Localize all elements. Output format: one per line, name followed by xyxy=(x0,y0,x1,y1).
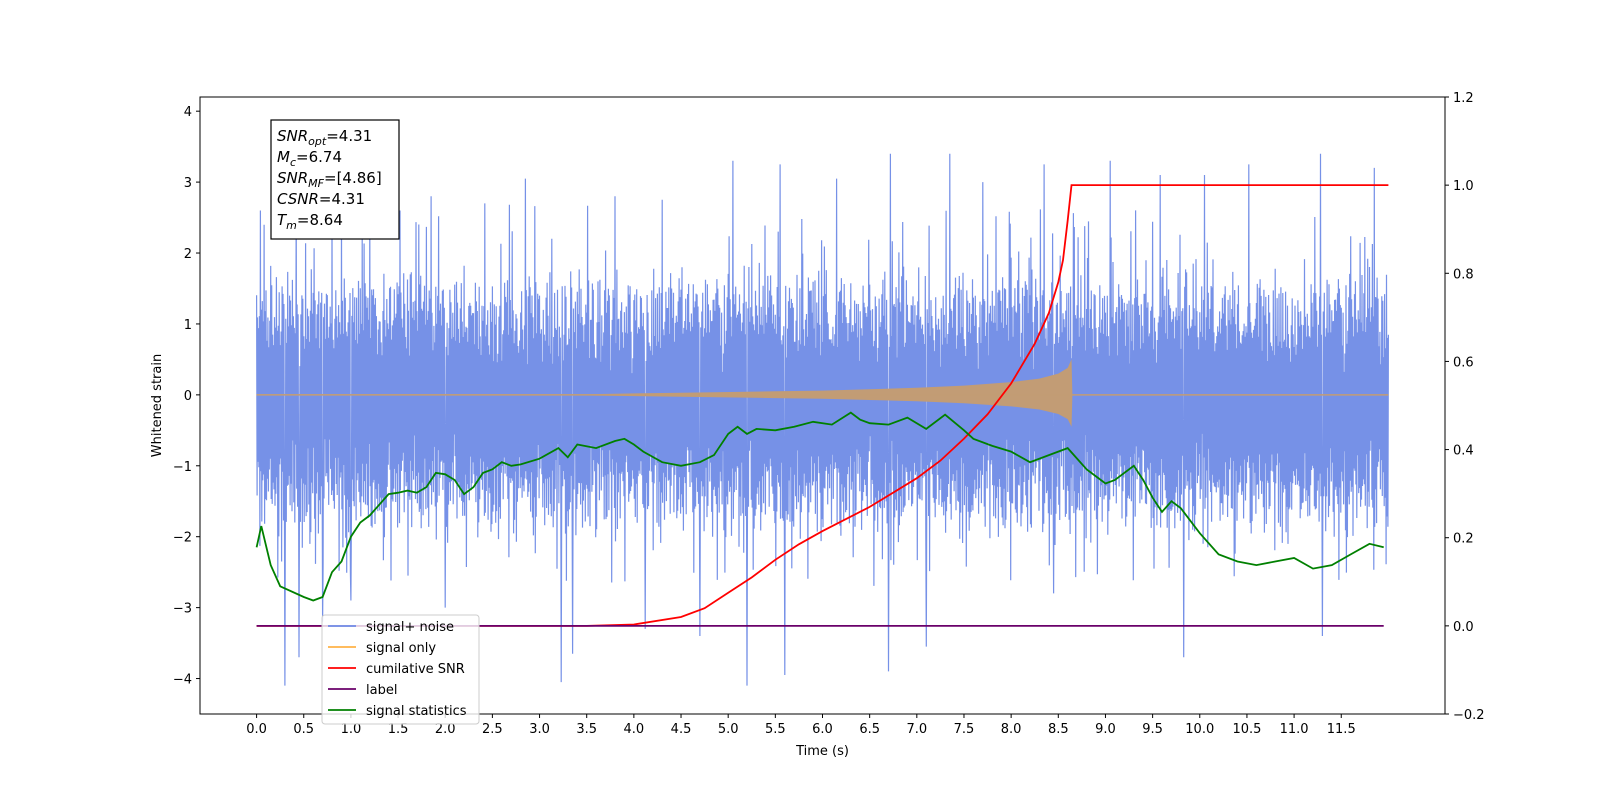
x-tick-label: 11.0 xyxy=(1280,722,1309,737)
y2-tick-label: 1.0 xyxy=(1453,179,1474,194)
annotation-subscript: opt xyxy=(308,135,327,148)
legend-label: signal only xyxy=(366,641,436,656)
x-tick-label: 8.0 xyxy=(1001,722,1022,737)
annotation-subscript: MF xyxy=(308,177,324,190)
annotation-value: =4.31 xyxy=(319,190,365,208)
x-tick-label: 6.0 xyxy=(812,722,833,737)
x-tick-label: 9.0 xyxy=(1095,722,1116,737)
annotation-line: Tm=8.64 xyxy=(277,211,343,232)
x-tick-label: 1.5 xyxy=(388,722,409,737)
y-axis-right: 1.2 1.0 0.8 0.6 0.4 0.2 0.0 −0.2 xyxy=(1445,91,1485,723)
annotation-symbol: SNR xyxy=(277,127,308,145)
series-signal-statistics xyxy=(255,411,1384,602)
x-tick-label: 2.0 xyxy=(435,722,456,737)
x-tick-label: 2.5 xyxy=(482,722,503,737)
x-tick-label: 3.5 xyxy=(576,722,597,737)
y-tick-label: −3 xyxy=(173,602,192,617)
x-tick-label: 7.0 xyxy=(906,722,927,737)
y2-tick-label: 0.2 xyxy=(1453,532,1474,547)
x-tick-label: 1.0 xyxy=(341,722,362,737)
annotation-value: =[4.86] xyxy=(324,169,382,187)
annotation-symbol: T xyxy=(277,211,288,229)
legend-label: label xyxy=(366,683,397,698)
x-tick-label: 7.5 xyxy=(954,722,975,737)
x-tick-label: 6.5 xyxy=(859,722,880,737)
annotation-line: SNRopt=4.31 xyxy=(277,127,372,148)
y2-tick-label: 0.8 xyxy=(1453,267,1474,282)
series-signal-noise xyxy=(256,153,1389,686)
y-tick-label: −1 xyxy=(173,460,192,475)
x-tick-label: 8.5 xyxy=(1048,722,1069,737)
annotation-subscript: m xyxy=(286,219,297,232)
legend-label: signal statistics xyxy=(366,704,467,719)
legend: signal+ noise signal only cumilative SNR la… xyxy=(321,614,480,725)
x-tick-label: 4.5 xyxy=(671,722,692,737)
annotation-value: =4.31 xyxy=(326,127,372,145)
x-tick-label: 10.5 xyxy=(1232,722,1261,737)
y2-tick-label: 0.4 xyxy=(1453,444,1474,459)
x-tick-label: 5.0 xyxy=(718,722,739,737)
legend-label: signal+ noise xyxy=(366,620,454,635)
annotation-line: CSNR=4.31 xyxy=(277,190,365,208)
x-tick-label: 10.0 xyxy=(1185,722,1214,737)
x-tick-label: 11.5 xyxy=(1327,722,1356,737)
x-tick-label: 4.0 xyxy=(624,722,645,737)
x-tick-label: 0.5 xyxy=(293,722,314,737)
y2-tick-label: 1.2 xyxy=(1453,91,1474,106)
series-cumilative-snr xyxy=(256,184,1389,627)
y2-tick-label: 0.6 xyxy=(1453,355,1474,370)
y2-tick-label: −0.2 xyxy=(1453,708,1485,723)
y-tick-label: −4 xyxy=(173,673,192,688)
annotation-symbol: M xyxy=(277,148,290,166)
legend-label: cumilative SNR xyxy=(366,662,465,677)
x-tick-label: 3.0 xyxy=(529,722,550,737)
legend-frame xyxy=(321,614,480,725)
y-tick-label: 2 xyxy=(184,247,192,262)
x-axis-label: Time (s) xyxy=(795,744,849,759)
series-signal-only-envelope xyxy=(256,359,1389,427)
annotation-line: Mc=6.74 xyxy=(277,148,342,169)
annotation-frame xyxy=(270,119,400,240)
annotation-box: SNRopt=4.31Mc=6.74SNRMF=[4.86]CSNR=4.31T… xyxy=(270,119,400,240)
y-tick-label: 1 xyxy=(184,318,192,333)
annotation-symbol: SNR xyxy=(277,169,308,187)
annotation-symbol: CSNR xyxy=(277,190,319,208)
annotation-line: SNRMF=[4.86] xyxy=(277,169,382,190)
y-tick-label: 3 xyxy=(184,176,192,191)
y2-tick-label: 0.0 xyxy=(1453,620,1474,635)
y-axis-label: Whitened strain xyxy=(150,354,165,457)
x-tick-label: 9.5 xyxy=(1142,722,1163,737)
y-tick-label: 4 xyxy=(184,105,192,120)
annotation-value: =8.64 xyxy=(297,211,343,229)
y-tick-label: 0 xyxy=(184,389,192,404)
x-axis: 0.0 0.5 1.0 1.5 2.0 2.5 3.0 3.5 4.0 4.5 5.0 5.5 6.0 6… xyxy=(246,714,1356,737)
annotation-subscript: c xyxy=(290,156,296,169)
x-tick-label: 0.0 xyxy=(246,722,267,737)
y-axis-left: 4 3 2 1 0 −1 −2 −3 −4 xyxy=(173,105,200,688)
x-tick-label: 5.5 xyxy=(765,722,786,737)
y-tick-label: −2 xyxy=(173,531,192,546)
annotation-value: =6.74 xyxy=(296,148,342,166)
